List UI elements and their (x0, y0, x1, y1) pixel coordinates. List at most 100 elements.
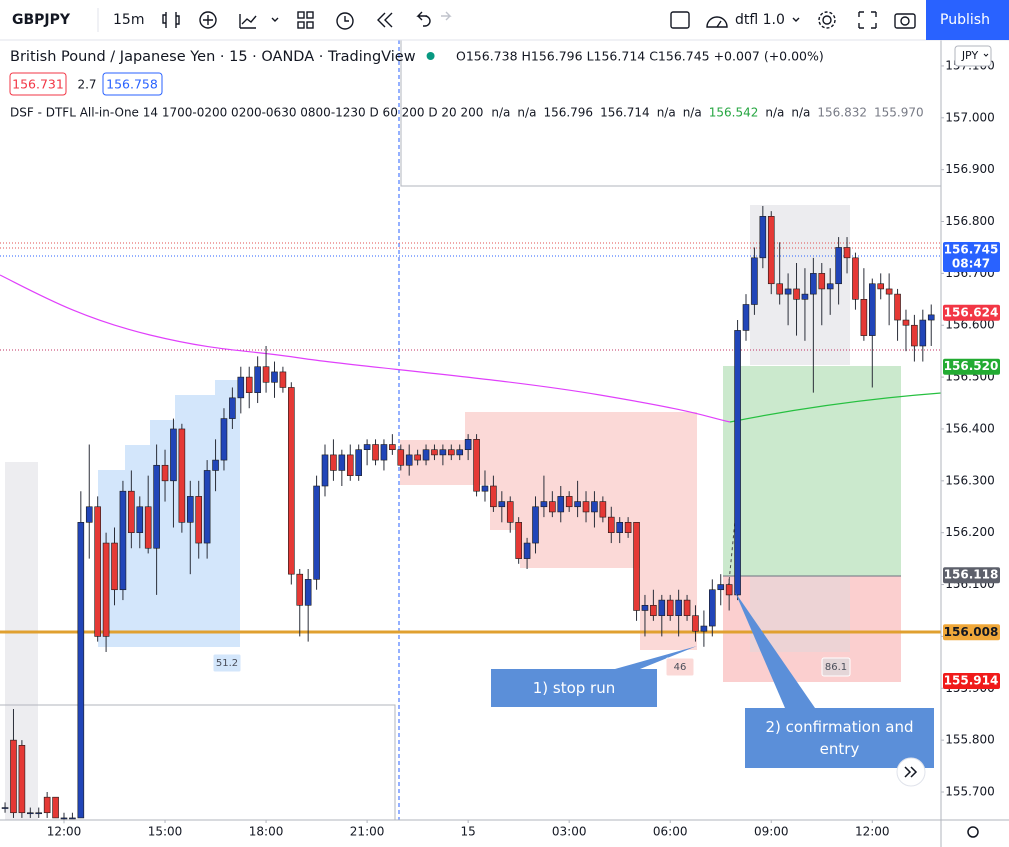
candle-body (498, 501, 506, 508)
x-tick-label: 15 (461, 825, 476, 839)
candle-body (549, 501, 556, 513)
indicator-add-icon[interactable] (203, 15, 213, 25)
candle-body (330, 454, 337, 471)
bid[interactable]: 156.731 (12, 77, 64, 92)
candle-body (700, 625, 708, 632)
toolbar-icons (162, 11, 916, 30)
indicator-value: n/a (657, 106, 676, 120)
candle-body (186, 496, 194, 523)
candle-body (490, 485, 497, 508)
candle-body (885, 288, 893, 295)
y-tick-label: 156.300 (945, 473, 995, 487)
candle-body (464, 439, 472, 451)
price-label-box (943, 358, 1000, 375)
callout (491, 669, 657, 707)
target-zone (723, 366, 901, 576)
candle-body (136, 506, 144, 533)
settings-icon[interactable] (967, 826, 979, 838)
range-box (400, 40, 941, 187)
candle-body (161, 464, 169, 482)
sell-button[interactable] (9, 72, 67, 96)
axes: 157.100157.000156.900156.800156.700156.6… (47, 58, 1000, 839)
price-label-box (943, 242, 1000, 273)
alert-icon[interactable] (344, 16, 349, 22)
settings-icon[interactable] (818, 11, 836, 29)
indicator-title: DSF - DTFL All-in-One 14 1700-0200 0200-… (10, 106, 483, 120)
publish-label[interactable]: Publish (940, 12, 990, 28)
candle-body (801, 293, 809, 300)
candle-body (245, 376, 253, 393)
alert-icon[interactable] (336, 12, 354, 30)
candle-body (43, 796, 51, 814)
screenshot-icon[interactable] (900, 16, 910, 26)
candle-body (826, 283, 834, 290)
settings-icon[interactable] (822, 15, 832, 25)
candle-body (734, 330, 741, 596)
candle-body (355, 449, 362, 476)
ask[interactable]: 156.758 (106, 77, 158, 92)
replay-icon[interactable] (377, 12, 393, 28)
candle-body (709, 589, 716, 627)
candle-body (229, 397, 236, 419)
indicator-add-icon[interactable] (199, 11, 217, 29)
candle-body (675, 599, 682, 616)
candle-body (296, 573, 304, 606)
layout-name[interactable]: dtfl 1.0 (735, 12, 785, 28)
candle-body (860, 299, 868, 336)
candle-body (607, 516, 615, 533)
candle-body (784, 288, 792, 295)
range-label-box (821, 657, 851, 677)
candle-body (927, 314, 935, 321)
fullscreen-icon[interactable] (858, 11, 877, 29)
candle-body (271, 371, 278, 383)
range-label: 51.2 (216, 658, 238, 669)
candle-body (431, 449, 438, 456)
candle-body (338, 454, 346, 471)
price-axis (941, 40, 1009, 847)
currency-button[interactable] (954, 45, 992, 67)
candle-body (599, 501, 607, 518)
candle-body (481, 485, 489, 492)
symbol[interactable]: GBPJPY (12, 12, 71, 28)
price-label: 156.118 (944, 568, 999, 582)
templates-icon[interactable] (297, 21, 305, 29)
candle-body (540, 501, 548, 508)
templates-icon[interactable] (306, 11, 314, 19)
scroll-icon (904, 766, 918, 778)
dropdown-icon (983, 53, 989, 57)
candle-body (582, 501, 590, 513)
chart-type-icon[interactable] (162, 12, 180, 28)
candle-body (119, 490, 127, 591)
price-label: 156.745 (944, 243, 999, 257)
interval[interactable]: 15m (113, 12, 144, 28)
candle-body (170, 428, 177, 482)
series-title: British Pound / Japanese Yen · 15 · OAND… (10, 49, 416, 65)
callout-text-box: 1) stop run (533, 679, 616, 697)
currency[interactable]: JPY (961, 49, 979, 62)
indicator-value: 155.970 (874, 106, 924, 120)
candle-body (288, 387, 295, 575)
templates-icon[interactable] (306, 21, 314, 29)
candle-body (153, 464, 160, 549)
indicators-icon[interactable] (239, 14, 257, 29)
callout-text-box: 2) confirmation and entry (766, 718, 914, 758)
candle-body (818, 273, 826, 290)
screenshot-icon[interactable] (894, 13, 916, 29)
x-tick-label: 09:00 (754, 825, 789, 839)
layout-icon[interactable] (706, 16, 728, 28)
publish-button[interactable] (926, 0, 1009, 40)
candle-body (405, 454, 413, 466)
dropdown-icon[interactable] (271, 17, 279, 22)
undo-icon[interactable] (416, 11, 431, 27)
templates-icon[interactable] (297, 11, 305, 19)
candles (1, 205, 935, 824)
candle-body (313, 485, 320, 580)
dropdown-icon[interactable] (792, 17, 800, 22)
buy-button[interactable] (102, 72, 163, 96)
candle-body (835, 247, 842, 285)
callout-pointer (615, 646, 697, 669)
range-box (0, 704, 396, 820)
redo-icon[interactable] (441, 11, 452, 21)
range-label-box (665, 657, 695, 677)
select-icon[interactable] (670, 11, 690, 29)
